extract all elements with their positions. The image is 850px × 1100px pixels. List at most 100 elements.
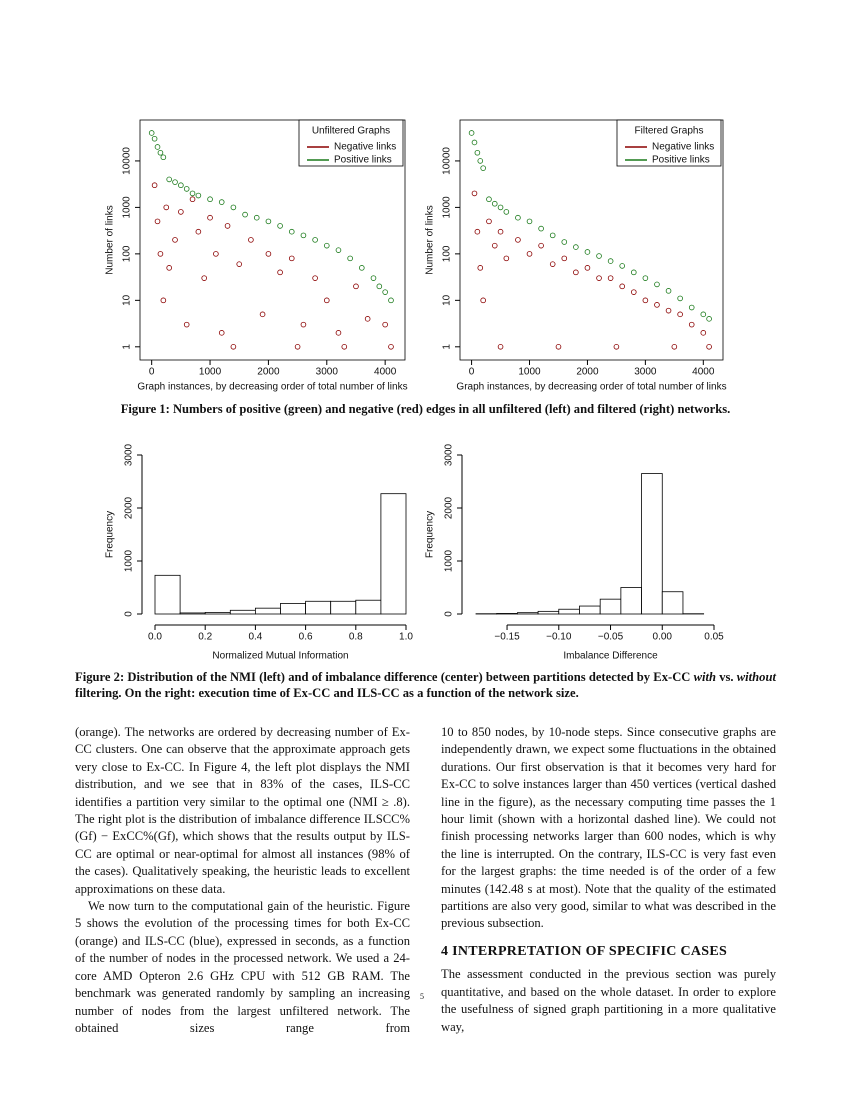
point bbox=[619, 263, 626, 269]
section-heading: 4 INTERPRETATION OF SPECIFIC CASES bbox=[441, 943, 728, 959]
point bbox=[157, 149, 164, 156]
y-axis-label: Number of links bbox=[105, 205, 116, 274]
y-tick-label: 100 bbox=[442, 245, 453, 262]
point bbox=[607, 275, 614, 281]
bar bbox=[229, 609, 256, 615]
point bbox=[665, 307, 672, 314]
point bbox=[277, 223, 283, 229]
point bbox=[218, 330, 225, 336]
point bbox=[388, 344, 394, 350]
point bbox=[486, 218, 492, 225]
point bbox=[573, 269, 579, 276]
figure-caption: Figure 2: Distribution of the NMI (left)… bbox=[75, 670, 776, 701]
y-tick-label: 10 bbox=[442, 294, 453, 306]
caption-text: filtering. On the right: execution time … bbox=[75, 685, 579, 700]
point bbox=[491, 242, 498, 249]
right-column: 10 to 850 nodes, by 10-node steps. Since… bbox=[441, 724, 776, 1036]
caption-text: Figure 2: Distribution of the NMI (left)… bbox=[75, 670, 694, 684]
point bbox=[151, 182, 158, 189]
point bbox=[265, 251, 272, 257]
point bbox=[300, 232, 307, 239]
legend-label: Negative links bbox=[652, 142, 714, 153]
bar bbox=[579, 605, 601, 615]
bar bbox=[496, 613, 518, 615]
point bbox=[584, 265, 591, 271]
point bbox=[288, 228, 295, 235]
caption-text: vs. bbox=[716, 670, 737, 684]
point bbox=[236, 261, 243, 267]
point bbox=[555, 344, 562, 350]
bar bbox=[179, 612, 206, 615]
y-tick-label: 10 bbox=[122, 294, 133, 306]
point bbox=[259, 311, 266, 318]
point bbox=[630, 289, 637, 295]
point bbox=[515, 237, 521, 243]
x-tick-label: 0.8 bbox=[349, 632, 363, 643]
point bbox=[195, 228, 202, 235]
point bbox=[382, 289, 388, 295]
point bbox=[148, 130, 155, 136]
bar bbox=[254, 607, 281, 615]
point bbox=[277, 269, 283, 276]
y-tick-label: 10000 bbox=[442, 147, 453, 175]
y-tick-label: 1000 bbox=[122, 196, 133, 219]
x-tick-label: −0.05 bbox=[598, 632, 624, 643]
point bbox=[230, 204, 237, 211]
legend-title: Unfiltered Graphs bbox=[312, 126, 390, 137]
point bbox=[677, 295, 683, 302]
x-tick-label: 0.0 bbox=[148, 632, 162, 643]
bar bbox=[641, 473, 663, 615]
point bbox=[480, 165, 486, 171]
point bbox=[468, 130, 475, 136]
legend-label: Positive links bbox=[652, 155, 710, 166]
point bbox=[242, 211, 248, 218]
bar bbox=[661, 591, 684, 615]
point bbox=[596, 253, 602, 259]
point bbox=[549, 261, 556, 267]
point bbox=[642, 275, 649, 281]
paragraph: We now turn to the computational gain of… bbox=[75, 899, 410, 1035]
point bbox=[677, 311, 683, 318]
point bbox=[230, 344, 237, 350]
point bbox=[477, 158, 484, 164]
point bbox=[166, 176, 172, 183]
y-tick-label: 3000 bbox=[124, 443, 135, 466]
left-column: (orange). The networks are ordered by de… bbox=[75, 724, 410, 1037]
bar bbox=[204, 612, 231, 615]
x-tick-label: 0.00 bbox=[653, 632, 673, 643]
y-tick-label: 1000 bbox=[124, 549, 135, 572]
x-tick-label: 2000 bbox=[576, 367, 599, 378]
figure-caption: Figure 1: Numbers of positive (green) an… bbox=[120, 402, 731, 416]
point bbox=[613, 344, 620, 350]
point bbox=[474, 149, 481, 156]
point bbox=[335, 330, 342, 336]
point bbox=[706, 316, 712, 322]
y-axis-label: Frequency bbox=[105, 511, 116, 558]
point bbox=[538, 225, 544, 232]
point bbox=[486, 196, 492, 203]
point bbox=[700, 311, 707, 318]
point bbox=[538, 242, 544, 249]
y-tick-label: 0 bbox=[124, 611, 135, 617]
point bbox=[388, 297, 394, 304]
point bbox=[172, 179, 178, 185]
x-tick-label: 1.0 bbox=[399, 632, 413, 643]
x-tick-label: 0.6 bbox=[299, 632, 313, 643]
point bbox=[195, 192, 202, 199]
y-tick-label: 10000 bbox=[122, 147, 133, 175]
x-tick-label: −0.15 bbox=[494, 632, 520, 643]
y-tick-label: 1 bbox=[122, 344, 133, 350]
x-tick-label: 0 bbox=[149, 367, 155, 378]
point bbox=[596, 275, 602, 281]
x-tick-label: 1000 bbox=[199, 367, 222, 378]
point bbox=[178, 182, 184, 189]
x-axis-label: Graph instances, by decreasing order of … bbox=[456, 382, 726, 393]
x-tick-label: 4000 bbox=[692, 367, 715, 378]
point bbox=[312, 237, 318, 243]
x-tick-label: 3000 bbox=[316, 367, 339, 378]
point bbox=[607, 258, 614, 264]
point bbox=[341, 344, 348, 350]
bar bbox=[305, 600, 332, 615]
point bbox=[526, 218, 533, 225]
